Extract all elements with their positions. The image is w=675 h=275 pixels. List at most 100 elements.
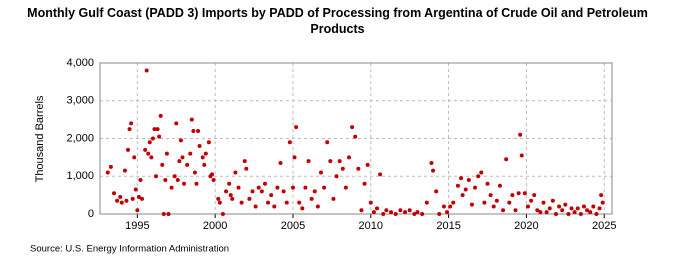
point [220, 212, 225, 216]
point [278, 161, 283, 166]
point [269, 193, 274, 198]
point [463, 187, 468, 192]
point [325, 140, 330, 145]
point [553, 212, 558, 216]
point [460, 193, 465, 198]
point [136, 195, 141, 200]
point [227, 181, 232, 186]
point [415, 210, 420, 215]
point [309, 196, 314, 201]
point [445, 210, 450, 215]
point [194, 181, 199, 186]
point [365, 162, 370, 167]
point [398, 208, 403, 213]
point [177, 159, 182, 164]
point [488, 193, 493, 198]
point [200, 155, 205, 160]
point [144, 68, 149, 73]
point [353, 134, 358, 139]
point [150, 136, 155, 141]
point [466, 178, 471, 183]
point [507, 200, 512, 205]
point [163, 178, 168, 183]
point [210, 172, 215, 177]
point [124, 198, 129, 203]
point [312, 189, 317, 194]
point [216, 196, 221, 201]
point [331, 196, 336, 201]
point [322, 185, 327, 190]
point [108, 164, 113, 169]
point [560, 208, 565, 213]
point [412, 212, 417, 216]
point [529, 198, 534, 203]
point [132, 155, 137, 160]
point [538, 210, 543, 215]
point [233, 170, 238, 175]
point [236, 185, 241, 190]
point [143, 147, 148, 152]
point [544, 210, 549, 215]
point [185, 162, 190, 167]
point [182, 181, 187, 186]
point [594, 212, 599, 216]
point [346, 155, 351, 160]
point [578, 212, 583, 216]
point [178, 138, 183, 143]
point [253, 204, 258, 209]
point [202, 162, 207, 167]
point [532, 193, 537, 198]
point [158, 113, 163, 118]
point [188, 151, 193, 156]
point [381, 212, 386, 216]
point [591, 204, 596, 209]
point [384, 208, 389, 213]
point [362, 181, 367, 186]
point [491, 204, 496, 209]
point [575, 206, 580, 211]
point [407, 208, 412, 213]
point [501, 208, 506, 213]
point [197, 144, 202, 149]
point [359, 208, 364, 213]
point [172, 174, 177, 179]
x-tick-label: 2020 [514, 220, 538, 232]
point [149, 155, 154, 160]
point [315, 204, 320, 209]
point [244, 166, 249, 171]
point [122, 168, 127, 173]
point [127, 127, 132, 132]
point [588, 210, 593, 215]
point [519, 153, 524, 158]
point [147, 140, 152, 145]
point [371, 210, 376, 215]
point [469, 202, 474, 207]
y-tick-label: 4,000 [66, 57, 94, 69]
source-note: Source: U.S. Energy Information Administ… [30, 244, 229, 255]
x-tick-label: 1995 [125, 220, 149, 232]
point [191, 128, 196, 133]
point [272, 204, 277, 209]
point [563, 202, 568, 207]
point [206, 140, 211, 145]
point [541, 200, 546, 205]
point [224, 189, 229, 194]
x-tick-label: 2010 [359, 220, 383, 232]
point [140, 196, 145, 201]
chart-title: Monthly Gulf Coast (PADD 3) Imports by P… [27, 6, 648, 36]
plot-frame [99, 62, 613, 215]
point [451, 200, 456, 205]
point [525, 204, 530, 209]
point [356, 166, 361, 171]
point [434, 189, 439, 194]
point [275, 185, 280, 190]
point [130, 196, 135, 201]
point [157, 134, 162, 139]
point [138, 178, 143, 183]
point [429, 161, 434, 166]
point [133, 187, 138, 192]
y-tick-label: 1,000 [66, 170, 94, 182]
point [459, 176, 464, 181]
point [476, 174, 481, 179]
point [164, 151, 169, 156]
